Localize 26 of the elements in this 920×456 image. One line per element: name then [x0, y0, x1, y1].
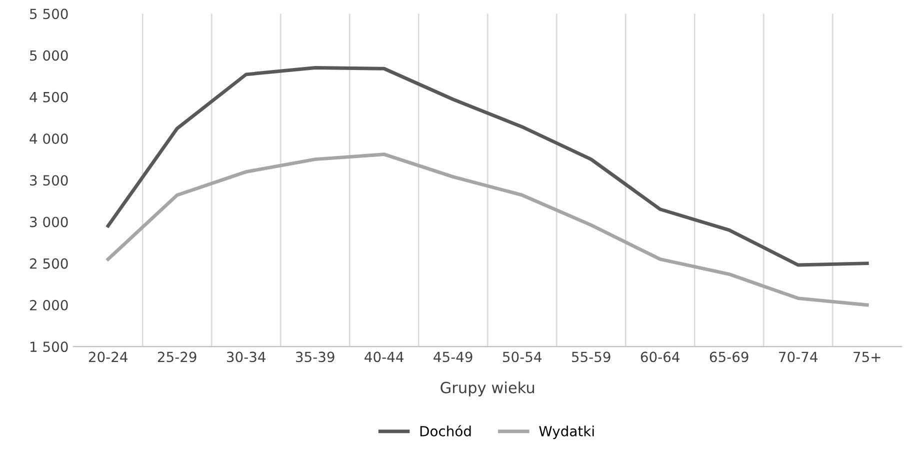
y-tick-label: 3 500 — [30, 175, 68, 186]
y-tick-label: 3 000 — [30, 216, 68, 228]
x-tick-label: 65-69 — [710, 352, 748, 362]
x-tick-label: 30-34 — [226, 352, 266, 362]
x-tick-label: 25-29 — [158, 352, 196, 362]
x-tick-label: 35-39 — [296, 352, 334, 362]
legend-label: Dochód — [420, 425, 471, 436]
y-tick-label: 4 000 — [30, 133, 68, 144]
x-tick-label: 45-49 — [434, 352, 472, 362]
x-axis-title: Grupy wieku — [440, 382, 534, 396]
x-tick-label: 20-24 — [88, 352, 128, 362]
x-tick-label: 40-44 — [364, 352, 404, 362]
y-tick-label: 4 500 — [30, 92, 68, 102]
legend-label: Wydatki — [539, 426, 594, 440]
line-series — [106, 152, 869, 307]
x-tick-label: 55-59 — [572, 352, 610, 362]
y-tick-label: 5 000 — [30, 50, 68, 61]
y-tick-label: 2 500 — [30, 258, 68, 269]
x-tick-label: 60-64 — [640, 352, 680, 362]
x-tick-label: 75+ — [854, 352, 880, 362]
x-tick-label: 50-54 — [502, 352, 542, 362]
line-series — [106, 66, 869, 267]
y-tick-label: 1 500 — [30, 342, 68, 352]
y-tick-label: 5 500 — [30, 8, 68, 20]
x-tick-label: 70-74 — [779, 352, 818, 362]
y-tick-label: 2 000 — [30, 300, 68, 310]
